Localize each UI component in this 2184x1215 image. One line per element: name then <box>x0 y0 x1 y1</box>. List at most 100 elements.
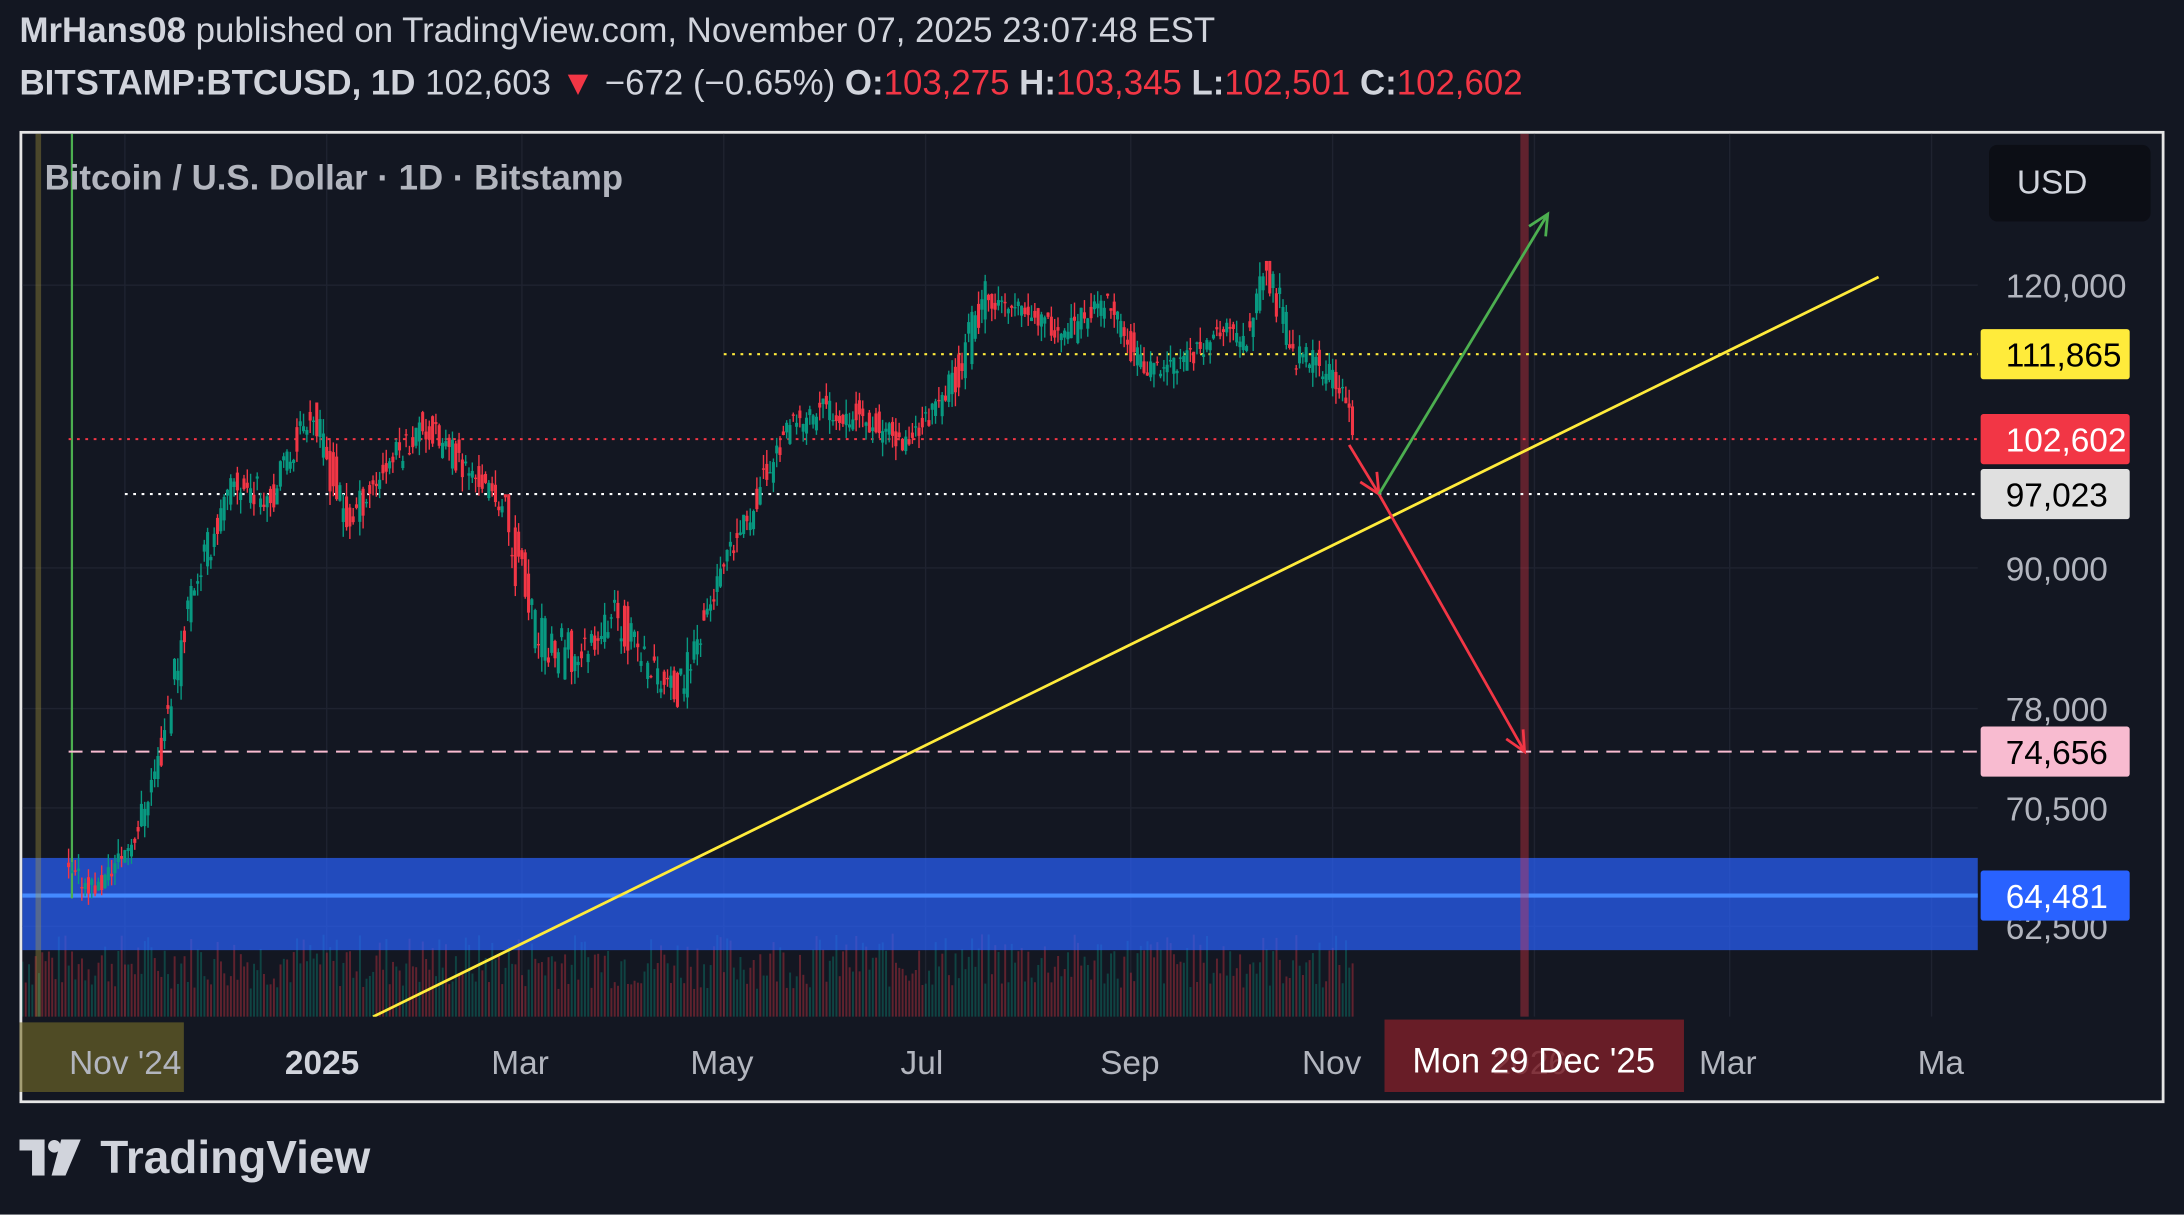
volume-bar <box>1351 963 1354 1017</box>
volume-bar <box>1278 959 1281 1017</box>
candle-body <box>1162 367 1166 369</box>
candle-body <box>414 427 418 446</box>
volume-bar <box>1067 952 1070 1017</box>
volume-bar <box>789 972 792 1017</box>
tradingview-logo[interactable]: TradingView <box>19 1131 371 1184</box>
candle-body <box>795 422 799 427</box>
volume-bar <box>94 975 97 1017</box>
candle-body <box>351 516 355 523</box>
candle-body <box>586 653 590 663</box>
volume-bar <box>1268 985 1271 1017</box>
candle-body <box>722 564 726 567</box>
candle-body <box>1139 354 1143 368</box>
volume-bar <box>210 984 213 1017</box>
candle-body <box>206 532 210 567</box>
candle-body <box>1182 356 1186 363</box>
candle-body <box>841 415 845 424</box>
support-zone <box>22 857 1978 951</box>
volume-bar <box>256 970 259 1017</box>
volume-bar <box>1166 937 1169 1017</box>
author-name[interactable]: MrHans08 <box>19 11 186 51</box>
volume-bar <box>961 949 964 1017</box>
candle-body <box>447 437 451 448</box>
volume-bar <box>289 982 292 1017</box>
candle-body <box>553 640 557 659</box>
volume-bar <box>835 934 838 1017</box>
candle-body <box>394 441 398 456</box>
candle-body <box>1202 354 1206 357</box>
candle-body <box>1178 357 1182 359</box>
candle-body <box>212 533 216 547</box>
candle-body <box>497 506 501 511</box>
candle-body <box>900 438 904 451</box>
volume-bar <box>1335 935 1338 1017</box>
candle-body <box>335 456 339 500</box>
volume-bar <box>848 967 851 1017</box>
candle-body <box>788 425 792 444</box>
plot-area <box>22 133 1978 1017</box>
volume-bar <box>67 965 70 1017</box>
candle-body <box>920 417 924 428</box>
volume-bar <box>1017 951 1020 1017</box>
candle-body <box>702 610 706 621</box>
candle-body <box>1231 324 1235 330</box>
volume-bar <box>547 957 550 1017</box>
projection-arrowhead-0 <box>1359 471 1381 497</box>
volume-bar <box>1033 982 1036 1017</box>
volume-bar <box>898 967 901 1017</box>
candle-body <box>622 605 627 647</box>
candle-body <box>1341 386 1345 389</box>
candle-body <box>1347 403 1351 408</box>
volume-bar <box>739 957 742 1017</box>
candle-body <box>752 511 756 530</box>
candle-body <box>804 417 809 434</box>
volume-bar <box>544 975 547 1017</box>
volume-bar <box>603 955 606 1017</box>
candle-body <box>1072 316 1077 321</box>
volume-bar <box>157 970 160 1017</box>
candle-body <box>169 706 173 734</box>
candle-body <box>1258 276 1262 311</box>
candle-body <box>70 870 74 873</box>
candle-body <box>1238 341 1242 348</box>
volume-bar <box>226 985 229 1017</box>
volume-bar <box>703 964 706 1017</box>
volume-bar <box>626 983 629 1017</box>
symbol-name[interactable]: BITSTAMP:BTCUSD, 1D <box>19 64 416 104</box>
volume-bar <box>904 975 907 1017</box>
candle-body <box>1294 368 1298 370</box>
candle-body <box>573 656 577 672</box>
volume-bar <box>200 952 203 1017</box>
volume-bar <box>1090 979 1093 1017</box>
open-label: O: <box>844 64 884 104</box>
candle-body <box>1331 369 1335 389</box>
volume-bar <box>180 963 183 1017</box>
candle-body <box>1003 301 1007 304</box>
volume-bar <box>1275 937 1278 1017</box>
candle-body <box>570 630 574 672</box>
currency-button[interactable]: USD <box>1989 144 2151 222</box>
close-label: C: <box>1359 64 1397 104</box>
volume-bar <box>1176 964 1179 1017</box>
volume-bar <box>507 946 510 1017</box>
candle-body <box>1106 293 1110 296</box>
volume-bar <box>1149 944 1152 1017</box>
candle-body <box>1116 311 1120 320</box>
volume-bar <box>1242 987 1245 1017</box>
candle-body <box>209 556 213 561</box>
volume-bar <box>706 987 709 1017</box>
candle-body <box>235 472 239 491</box>
high-value: 103,345 <box>1055 64 1182 104</box>
volume-bar <box>1100 944 1103 1017</box>
candle-body <box>308 411 312 421</box>
candle-body <box>1059 333 1063 341</box>
volume-bar <box>1328 950 1331 1017</box>
candle-body <box>249 488 253 503</box>
candle-body <box>464 461 468 464</box>
candle-body <box>434 422 438 425</box>
candle-body <box>1000 300 1004 302</box>
candle-body <box>851 419 855 430</box>
candle-body <box>232 481 236 488</box>
volume-bar <box>322 934 325 1017</box>
